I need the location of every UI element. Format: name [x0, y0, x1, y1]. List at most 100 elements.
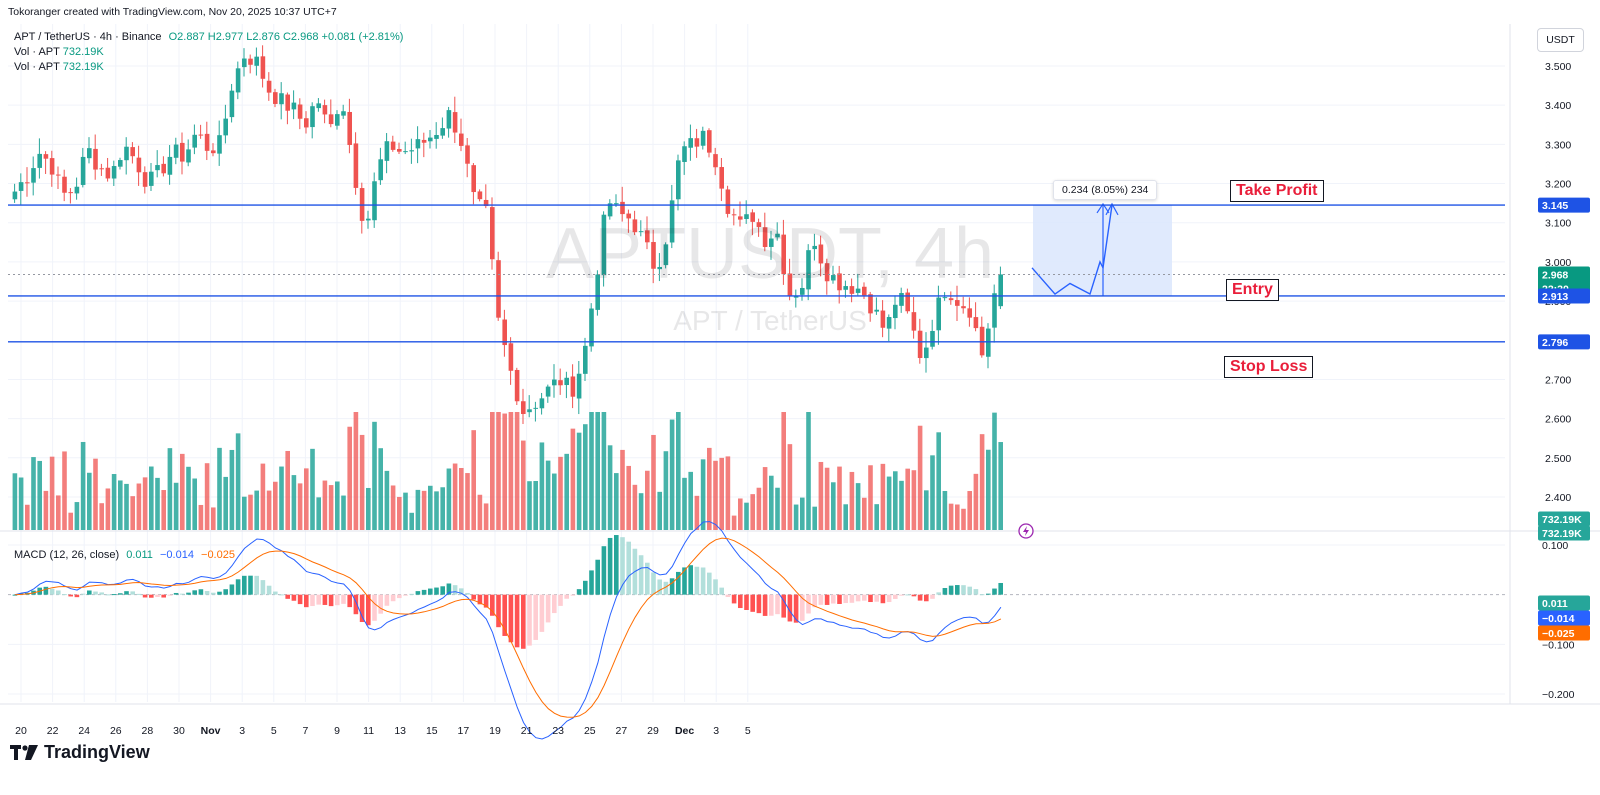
candle-body: [663, 244, 669, 266]
volume-bar: [862, 497, 867, 530]
price-tick-label: 3.200: [1545, 179, 1571, 191]
volume-bar: [948, 503, 954, 530]
volume-bar: [105, 488, 111, 530]
macd-signal-tag: −0.025: [1542, 628, 1575, 640]
volume-bar: [223, 476, 228, 530]
volume-bar: [297, 483, 303, 530]
volume-bar: [446, 468, 452, 530]
macd-histogram-bar: [979, 594, 985, 596]
macd-histogram-bar: [614, 535, 619, 595]
candle-body: [186, 149, 191, 163]
candle-body: [886, 317, 892, 329]
candle-body: [273, 92, 278, 104]
macd-histogram-bar: [899, 594, 904, 596]
candle-body: [384, 141, 390, 161]
macd-histogram-bar: [124, 591, 129, 595]
volume-bar: [465, 473, 470, 530]
brand-name: TradingView: [44, 742, 150, 762]
candle-body: [552, 379, 557, 386]
candle-body: [211, 150, 216, 154]
candle-body: [167, 156, 173, 175]
candle-body: [440, 128, 445, 136]
macd-histogram-bar: [955, 585, 960, 595]
candle-body: [781, 234, 786, 275]
macd-histogram-bar: [930, 594, 935, 599]
macd-histogram-bar: [831, 594, 836, 604]
volume-bar: [800, 497, 805, 530]
time-tick-label: 19: [489, 725, 501, 737]
candle-body: [229, 90, 235, 118]
volume-bar: [545, 460, 551, 530]
macd-histogram-bar: [198, 589, 204, 595]
macd-histogram-bar: [725, 594, 731, 597]
time-tick-label: 27: [616, 725, 628, 737]
candle-body: [508, 343, 514, 371]
macd-histogram-bar: [471, 594, 476, 600]
candle-body: [725, 189, 731, 214]
candle-body: [750, 212, 755, 222]
measure-label[interactable]: 0.234 (8.05%) 234: [1053, 180, 1158, 200]
currency-button[interactable]: USDT: [1537, 28, 1584, 52]
volume-bar: [607, 445, 613, 530]
volume-bar: [886, 476, 892, 530]
candle-body: [893, 304, 898, 319]
candle-body: [316, 103, 321, 109]
volume-bar: [421, 490, 427, 530]
macd-histogram-bar: [787, 594, 793, 622]
volume-bar: [477, 494, 483, 530]
tradingview-logo[interactable]: TradingView: [10, 742, 150, 763]
macd-histogram-bar: [12, 594, 18, 596]
candle-body: [496, 260, 501, 318]
macd-histogram-bar: [285, 594, 290, 599]
volume-bar: [818, 461, 824, 530]
macd-histogram-bar: [657, 579, 662, 595]
volume-bar: [669, 419, 675, 530]
candle-body: [837, 273, 842, 291]
candle-body: [719, 167, 724, 189]
candle-body: [87, 148, 92, 159]
candle-body: [645, 230, 650, 243]
candle-body: [502, 319, 507, 346]
volume-bar: [688, 471, 693, 530]
volume-bar: [136, 483, 142, 530]
macd-histogram-bar: [533, 594, 538, 640]
time-tick-label: 13: [394, 725, 406, 737]
volume-bar: [694, 495, 700, 530]
volume-bar: [787, 444, 793, 530]
candle-body: [328, 114, 334, 125]
volume-bar: [992, 412, 997, 530]
volume-legend-1[interactable]: Vol · APT 732.19K: [14, 46, 104, 58]
macd-legend[interactable]: MACD (12, 26, close) 0.011 −0.014 −0.025: [14, 549, 235, 561]
candle-body: [149, 171, 154, 186]
macd-histogram-bar: [762, 594, 768, 616]
candle-body: [880, 310, 886, 328]
symbol-info[interactable]: APT / TetherUS · 4h · Binance O2.887 H2.…: [14, 31, 403, 43]
stop-loss-tag-bg: [1538, 334, 1590, 350]
stop-loss-label[interactable]: Stop Loss: [1224, 356, 1314, 378]
volume-bar: [961, 508, 966, 530]
macd-histogram-bar: [366, 594, 371, 626]
candle-body: [291, 102, 297, 110]
take-profit-label[interactable]: Take Profit: [1230, 180, 1324, 202]
macd-histogram-bar: [446, 583, 452, 595]
entry-label[interactable]: Entry: [1226, 279, 1279, 301]
macd-histogram-bar: [669, 578, 675, 595]
volume-bar: [874, 504, 879, 530]
volume-bar: [273, 481, 278, 530]
volume-bar: [211, 507, 216, 530]
candle-body: [924, 347, 929, 359]
macd-histogram-bar: [874, 594, 879, 602]
time-tick-label: 21: [521, 725, 533, 737]
volume-bar: [775, 487, 780, 530]
volume-legend-2[interactable]: Vol · APT 732.19K: [14, 61, 104, 73]
volume-bar: [173, 482, 179, 530]
candle-body: [304, 118, 309, 128]
volume-bar: [663, 451, 669, 530]
macd-histogram-bar: [192, 590, 197, 595]
candle-body: [248, 58, 253, 65]
macd-hist-tag-bg: [1538, 595, 1590, 611]
volume-bar: [279, 466, 284, 530]
volume-bar: [335, 481, 340, 530]
macd-histogram-bar: [421, 589, 427, 595]
